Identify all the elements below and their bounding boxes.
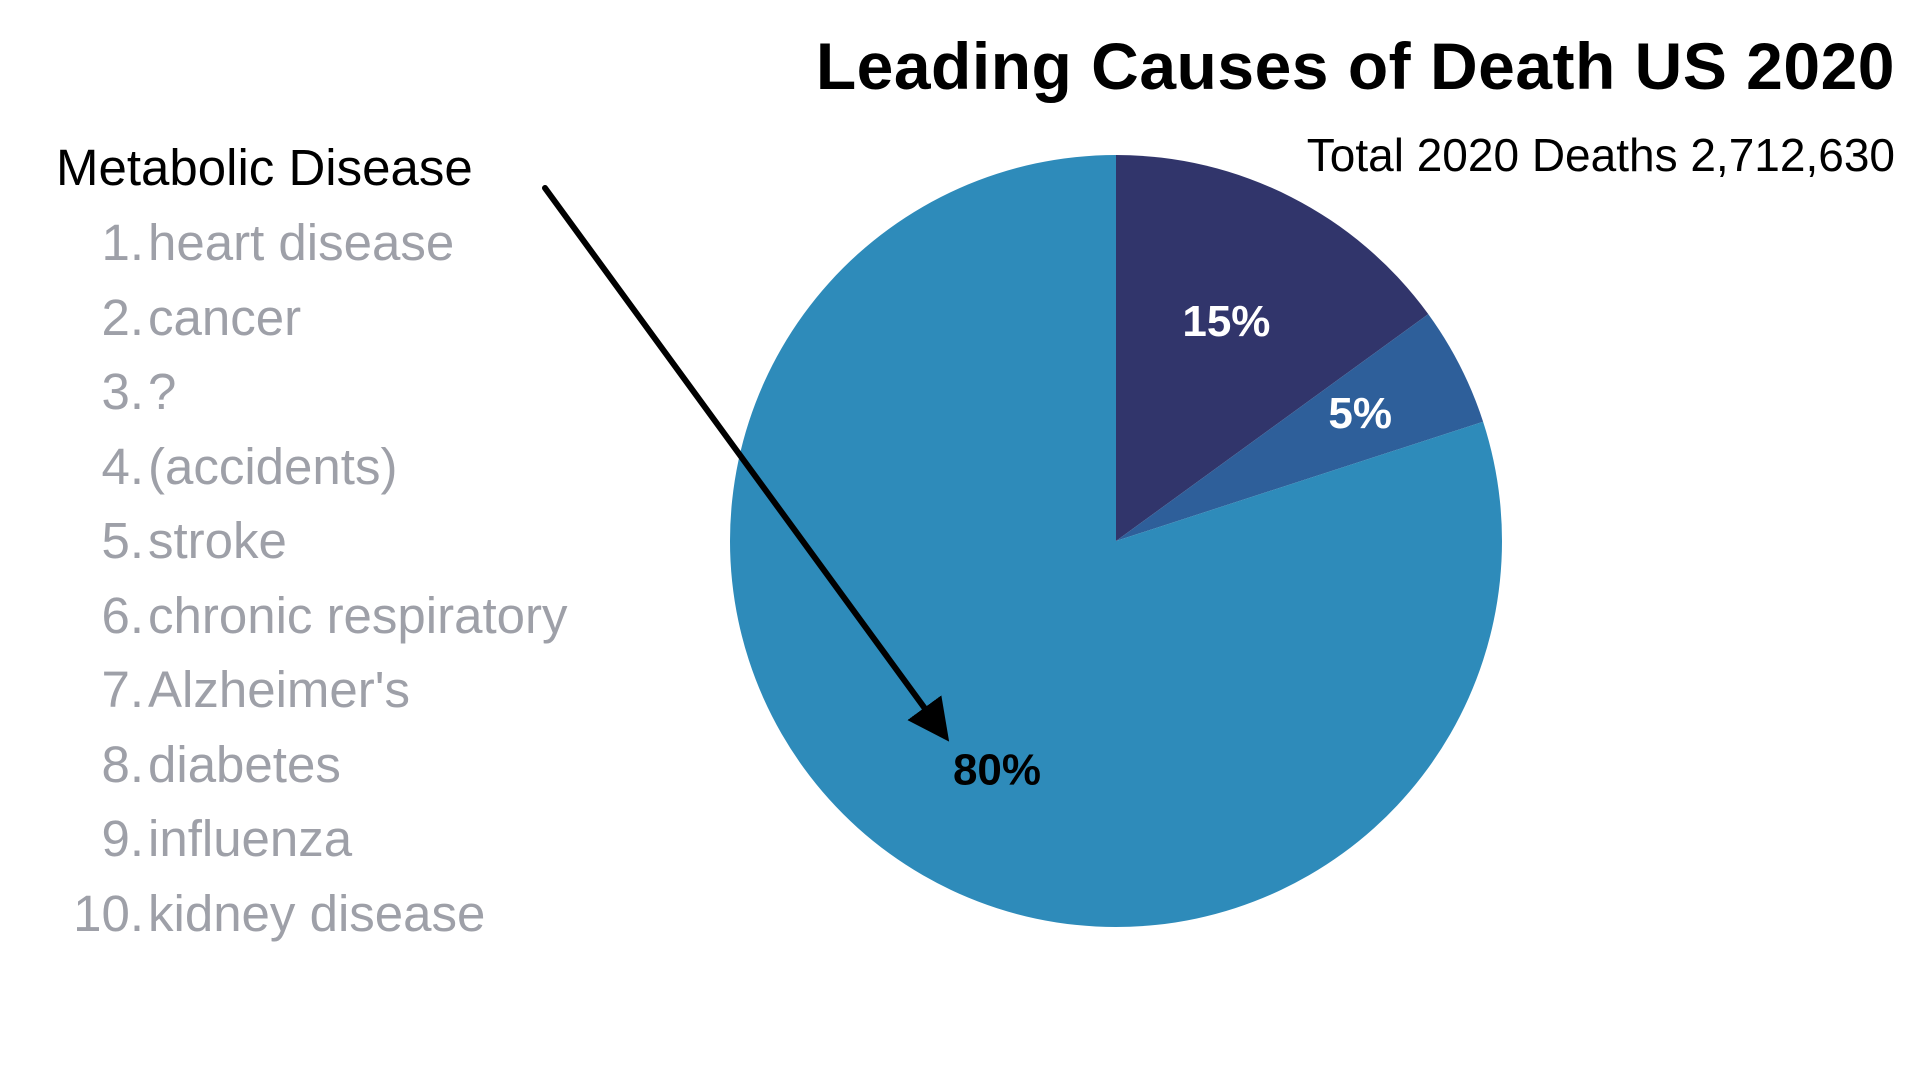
list-item-label: stroke [148, 512, 287, 569]
list-item-number: 10. [73, 884, 144, 942]
list-item-number: 9. [101, 810, 144, 867]
list-item-number: 7. [101, 661, 144, 718]
pie-slice [1116, 155, 1429, 541]
list-item: 8. diabetes [56, 728, 567, 803]
list-item: 6. chronic respiratory [56, 579, 567, 654]
list-item-label: chronic respiratory [148, 586, 568, 644]
pie-slice [1116, 314, 1484, 541]
list-item-label: diabetes [148, 735, 341, 793]
list-item-label: influenza [148, 810, 353, 867]
list-item-label: Alzheimer's [148, 661, 410, 718]
list-item: 4. (accidents) [56, 430, 567, 505]
chart-subtitle: Total 2020 Deaths 2,712,630 [1306, 129, 1895, 181]
list-item-number: 5. [101, 512, 144, 569]
list-item: 1. heart disease [56, 206, 567, 281]
cause-list: 1. heart disease 2. cancer 3. ? 4. (acci… [56, 206, 567, 951]
list-item-label: kidney disease [148, 884, 486, 942]
pie-slice-label: 80% [953, 746, 1041, 795]
list-item-number: 6. [101, 586, 144, 644]
list-item: 2. cancer [56, 281, 567, 356]
annotation-arrow [542, 185, 950, 742]
list-item: 5. stroke [56, 504, 567, 579]
list-item-label: ? [148, 363, 177, 420]
list-item-number: 1. [101, 214, 144, 271]
list-item: 7. Alzheimer's [56, 653, 567, 728]
pie-slices [729, 155, 1502, 927]
pie-slice-label: 15% [1182, 297, 1270, 346]
list-item: 3. ? [56, 355, 567, 430]
pie-slice-label: 5% [1328, 389, 1392, 438]
list-item: 10. kidney disease [56, 877, 567, 952]
list-item-label: cancer [148, 288, 302, 346]
list-item-number: 4. [101, 437, 144, 495]
chart-title: Leading Causes of Death US 2020 [815, 29, 1895, 103]
legend-heading: Metabolic Disease [56, 139, 473, 196]
list-item-number: 8. [101, 735, 144, 793]
list-item-label: heart disease [148, 214, 455, 271]
pie-slice-labels: 15% 5% 80% [953, 297, 1392, 795]
list-item-label: (accidents) [148, 437, 398, 495]
list-item-number: 3. [101, 363, 144, 420]
list-item: 9. influenza [56, 802, 567, 877]
list-item-number: 2. [101, 288, 144, 346]
